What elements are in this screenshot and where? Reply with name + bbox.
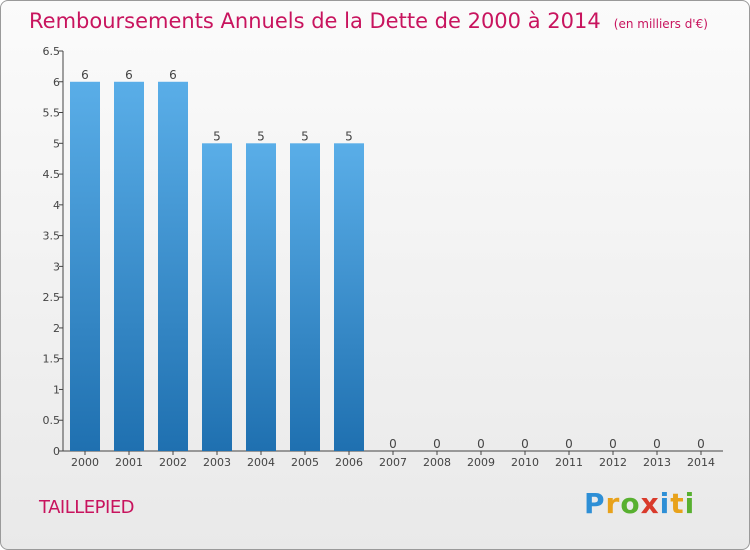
y-tick-label: 6.5 [43,45,61,58]
bar [114,81,144,452]
x-tick-label: 2005 [291,456,319,469]
bar-chart: 0 0.5 1 1.5 2 2.5 3 3.5 4 4.5 5 5.5 6 6.5 6 2000 6 2001 6 2… [43,45,723,469]
bar-value-label: 5 [301,129,309,143]
y-tick-label: 4.5 [43,168,61,181]
y-tick-label: 2.5 [43,291,61,304]
y-tick-label: 5 [53,137,60,150]
logo-letter: t [670,487,685,520]
logo-letter: i [684,487,696,520]
bar [158,81,188,452]
y-tick-label: 5.5 [43,107,61,120]
x-tick-label: 2008 [423,456,451,469]
x-tick-label: 2014 [687,456,715,469]
chart-title: Remboursements Annuels de la Dette de 20… [29,9,601,33]
bar-value-label: 6 [125,68,133,82]
chart-subtitle: (en milliers d'€) [613,17,708,31]
y-tick-label: 0.5 [43,414,61,427]
y-tick-label: 6 [53,76,60,89]
bar-value-label: 0 [609,437,617,451]
x-tick-label: 2013 [643,456,671,469]
y-tick-label: 3.5 [43,230,61,243]
proxiti-logo[interactable]: Proxiti [584,487,695,520]
bar-value-label: 6 [169,68,177,82]
bar-value-label: 0 [653,437,661,451]
y-tick-label: 1 [53,383,60,396]
x-tick-label: 2012 [599,456,627,469]
commune-name: TAILLEPIED [39,497,135,518]
y-tick-label: 0 [53,445,60,458]
bar-value-label: 6 [81,68,89,82]
x-tick-label: 2011 [555,456,583,469]
y-tick-label: 4 [53,199,60,212]
bar-value-label: 0 [433,437,441,451]
logo-letter: x [640,487,660,520]
bar-value-label: 0 [477,437,485,451]
bar [202,143,232,452]
x-tick-label: 2004 [247,456,275,469]
logo-letter: o [620,487,641,520]
title-row: Remboursements Annuels de la Dette de 20… [29,9,708,33]
bar-value-label: 5 [257,129,265,143]
bar-value-label: 5 [345,129,353,143]
y-tick-label: 2 [53,322,60,335]
x-tick-label: 2010 [511,456,539,469]
bar [246,143,276,452]
bar [70,81,100,452]
x-tick-label: 2001 [115,456,143,469]
bar-value-label: 0 [389,437,397,451]
bar [290,143,320,452]
bar-value-label: 5 [213,129,221,143]
x-tick-label: 2007 [379,456,407,469]
x-tick-label: 2009 [467,456,495,469]
bar [334,143,364,452]
bar-value-label: 0 [565,437,573,451]
x-tick-label: 2002 [159,456,187,469]
bar-value-label: 0 [521,437,529,451]
logo-letter: P [584,487,606,520]
x-tick-label: 2003 [203,456,231,469]
logo-letter: i [659,487,671,520]
y-tick-label: 1.5 [43,353,61,366]
bar-value-label: 0 [697,437,705,451]
y-tick-label: 3 [53,260,60,273]
logo-letter: r [605,487,621,520]
x-tick-label: 2006 [335,456,363,469]
x-tick-label: 2000 [71,456,99,469]
